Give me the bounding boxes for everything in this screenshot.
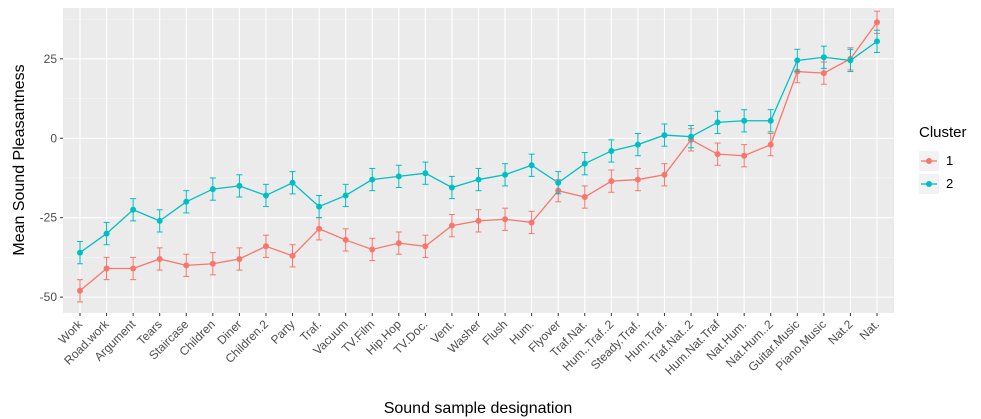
x-tick-label: Party xyxy=(268,317,298,347)
data-point xyxy=(422,243,429,250)
data-point xyxy=(103,230,110,237)
axis-ticks xyxy=(60,58,878,316)
data-point xyxy=(820,70,827,77)
data-point xyxy=(475,217,482,224)
y-tick-label: -25 xyxy=(40,211,58,225)
data-point xyxy=(209,186,216,193)
data-point xyxy=(714,151,721,158)
data-point xyxy=(183,262,190,269)
x-tick-label: Flush xyxy=(480,317,511,348)
data-point xyxy=(661,132,668,139)
x-tick-labels: WorkRoad.workArgumentTearsStaircaseChild… xyxy=(56,317,883,378)
y-axis-title: Mean Sound Pleasantness xyxy=(11,64,28,255)
data-point xyxy=(714,119,721,126)
data-point xyxy=(741,117,748,124)
data-point xyxy=(183,198,190,205)
data-point xyxy=(316,225,323,232)
data-point xyxy=(820,54,827,61)
data-point xyxy=(236,182,243,189)
data-point xyxy=(262,243,269,250)
legend-items: 12 xyxy=(919,151,953,194)
legend-key-point xyxy=(926,158,932,164)
data-point xyxy=(634,176,641,183)
data-point xyxy=(502,171,509,178)
data-point xyxy=(847,57,854,64)
series-2 xyxy=(77,29,880,265)
data-point xyxy=(209,260,216,267)
data-point xyxy=(236,255,243,262)
data-point xyxy=(581,160,588,167)
data-point xyxy=(448,222,455,229)
legend-label-2: 2 xyxy=(946,176,953,191)
data-point xyxy=(502,216,509,223)
data-point xyxy=(369,246,376,253)
data-point xyxy=(156,255,163,262)
y-tick-label: 25 xyxy=(44,52,58,66)
series-layer xyxy=(77,10,880,303)
data-point xyxy=(608,147,615,154)
data-point xyxy=(528,219,535,226)
data-point xyxy=(130,265,137,272)
data-point xyxy=(448,184,455,191)
y-tick-labels: -50 -25 0 25 xyxy=(40,52,58,304)
data-point xyxy=(874,38,880,45)
data-point xyxy=(475,176,482,183)
data-point xyxy=(608,178,615,185)
data-point xyxy=(634,141,641,148)
legend-label-1: 1 xyxy=(946,153,953,168)
data-point xyxy=(422,170,429,177)
data-point xyxy=(767,117,774,124)
x-axis-title: Sound sample designation xyxy=(384,400,573,417)
data-point xyxy=(289,252,296,259)
data-point xyxy=(156,217,163,224)
data-point xyxy=(77,249,83,256)
data-point xyxy=(342,192,349,199)
x-tick-label: Nat. xyxy=(857,317,882,342)
data-point xyxy=(555,179,562,186)
data-point xyxy=(688,133,695,140)
y-tick-label: 0 xyxy=(50,131,57,145)
legend-title: Cluster xyxy=(919,124,967,141)
data-point xyxy=(77,287,83,294)
data-point xyxy=(794,57,801,64)
data-point xyxy=(874,19,880,26)
data-point xyxy=(661,171,668,178)
data-point xyxy=(103,265,110,272)
legend: Cluster 12 xyxy=(919,124,967,194)
legend-key-point xyxy=(926,181,932,187)
data-point xyxy=(528,162,535,169)
data-point xyxy=(369,176,376,183)
x-tick-label: Nat.2 xyxy=(825,317,855,347)
data-point xyxy=(316,203,323,210)
data-point xyxy=(395,173,402,180)
data-point xyxy=(581,194,588,201)
data-point xyxy=(130,206,137,213)
data-point xyxy=(741,152,748,159)
data-point xyxy=(342,236,349,243)
data-point xyxy=(395,240,402,247)
y-tick-label: -50 xyxy=(40,290,58,304)
data-point xyxy=(262,192,269,199)
data-point xyxy=(767,141,774,148)
data-point xyxy=(289,179,296,186)
